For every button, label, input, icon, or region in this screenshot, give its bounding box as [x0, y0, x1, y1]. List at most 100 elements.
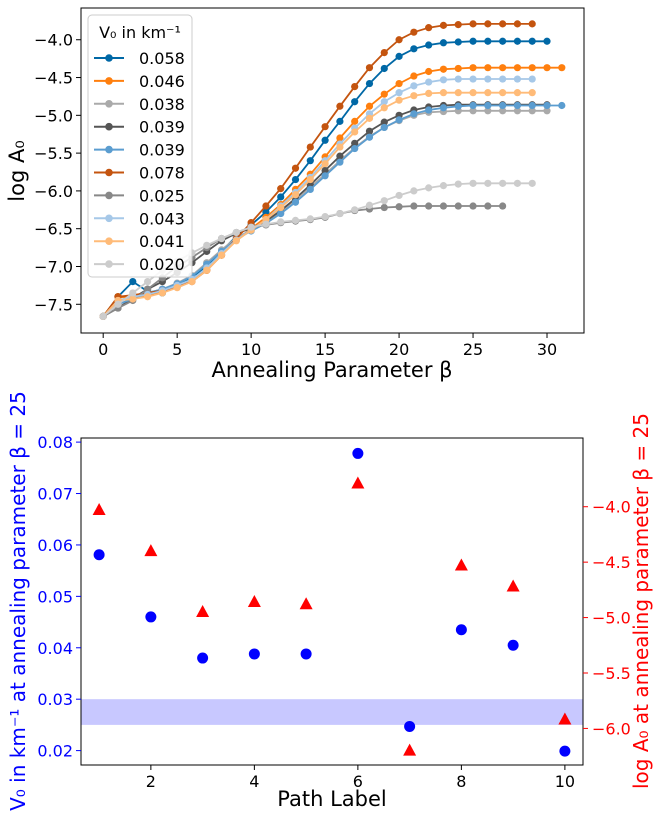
data-point: [425, 106, 433, 114]
data-point: [277, 193, 285, 201]
data-point: [439, 104, 448, 112]
data-point: [513, 101, 522, 110]
data-point: [425, 41, 433, 49]
log-a0-triangle: [506, 579, 520, 592]
data-point: [395, 52, 403, 60]
log-a0-triangle: [144, 544, 158, 557]
data-point: [277, 209, 285, 218]
legend-label: 0.025: [139, 186, 185, 205]
data-point: [336, 152, 344, 160]
data-point: [469, 202, 477, 210]
data-point: [528, 37, 536, 45]
data-point: [484, 20, 492, 28]
y-tick-label: −7.5: [34, 295, 73, 314]
legend-marker: [105, 100, 113, 108]
legend-label: 0.046: [139, 72, 185, 91]
data-point: [499, 37, 507, 45]
data-point: [425, 78, 433, 86]
data-point: [188, 278, 196, 286]
data-point: [528, 179, 536, 187]
log-a0-triangle: [196, 605, 210, 618]
x-tick-label: 8: [456, 772, 466, 791]
data-point: [410, 92, 418, 100]
data-point: [484, 179, 492, 187]
data-point: [351, 206, 359, 214]
data-point: [351, 117, 359, 125]
data-point: [99, 312, 107, 320]
data-point: [306, 157, 314, 165]
legend-label: 0.020: [139, 255, 185, 274]
data-point: [469, 179, 477, 187]
legend-label: 0.039: [139, 141, 185, 160]
data-point: [499, 89, 507, 97]
data-point: [469, 89, 477, 97]
data-point: [380, 98, 388, 106]
data-point: [217, 251, 226, 259]
log-a0-triangle: [299, 597, 313, 610]
data-point: [321, 166, 329, 175]
data-point: [513, 75, 522, 83]
path-plot-area: [80, 437, 584, 766]
data-point: [499, 20, 507, 28]
data-point: [336, 117, 344, 125]
data-point: [439, 21, 448, 29]
legend-label: 0.058: [139, 49, 185, 68]
data-point: [499, 107, 507, 115]
y-tick-label: −5.0: [34, 106, 73, 125]
right-y-tick-label: −6.0: [592, 719, 631, 738]
data-point: [528, 107, 536, 115]
data-point: [262, 202, 270, 210]
data-point: [395, 191, 403, 200]
data-point: [143, 285, 152, 293]
data-point: [469, 20, 477, 28]
x-tick-label: 20: [389, 340, 409, 359]
data-point: [321, 136, 329, 144]
right-y-tick-label: −5.5: [592, 664, 631, 683]
log-a0-triangle: [558, 712, 572, 725]
data-point: [454, 38, 462, 46]
data-point: [484, 37, 492, 45]
path-left-y-axis-label: V₀ in km⁻¹ at annealing parameter β = 25: [6, 391, 30, 811]
data-point: [365, 64, 374, 72]
legend-marker: [105, 260, 113, 268]
data-point: [365, 114, 374, 122]
log-a0-triangle: [247, 595, 261, 608]
left-y-tick-label: 0.04: [37, 639, 73, 658]
legend-marker: [105, 122, 113, 131]
data-point: [395, 36, 403, 44]
data-point: [543, 64, 551, 72]
annealing-x-axis-label: Annealing Parameter β: [211, 358, 452, 382]
path-points: [92, 447, 572, 757]
data-point: [439, 76, 448, 84]
data-point: [513, 37, 522, 45]
data-point: [558, 101, 566, 110]
data-point: [395, 116, 403, 124]
data-point: [499, 101, 507, 110]
data-point: [454, 64, 462, 73]
right-y-tick-label: −5.0: [592, 609, 631, 628]
data-point: [454, 75, 462, 83]
path-right-y-axis-label: log A₀ at annealing parameter β = 25: [629, 413, 653, 789]
data-point: [439, 182, 448, 190]
legend-marker: [105, 54, 113, 62]
x-tick-label: 10: [555, 772, 575, 791]
log-a0-triangle: [403, 743, 417, 756]
log-a0-triangle: [351, 476, 365, 489]
data-point: [499, 202, 507, 210]
path-x-axis-label: Path Label: [277, 787, 386, 811]
v0-circle: [507, 639, 519, 651]
data-point: [321, 160, 329, 168]
data-point: [395, 79, 403, 88]
log-a0-triangle: [92, 503, 106, 516]
data-point: [365, 201, 374, 209]
data-point: [454, 89, 462, 97]
data-point: [232, 237, 240, 245]
v0-circle: [300, 648, 312, 660]
data-point: [380, 203, 388, 212]
data-point: [365, 102, 374, 110]
data-point: [528, 64, 536, 72]
x-tick-label: 6: [353, 772, 363, 791]
left-y-tick-label: 0.07: [37, 485, 73, 504]
data-point: [336, 143, 344, 151]
